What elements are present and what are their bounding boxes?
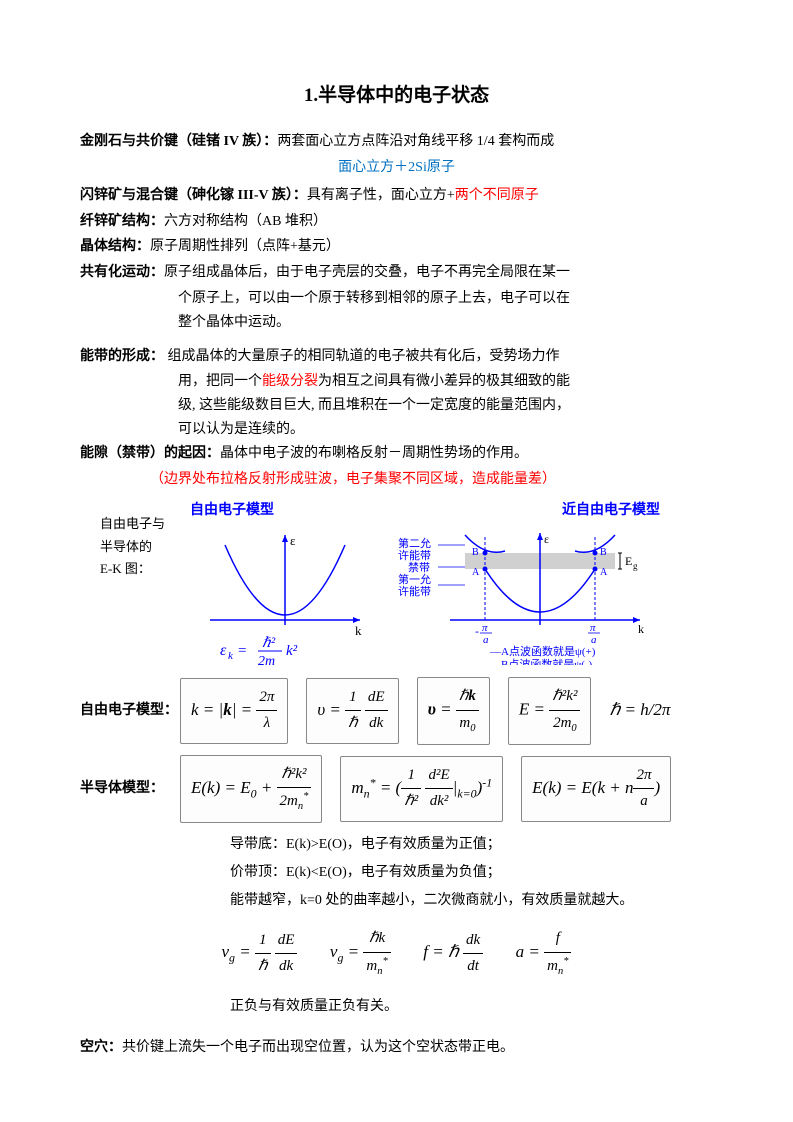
zincblende-red: 两个不同原子	[455, 188, 539, 203]
sharing-entry: 共有化运动：原子组成晶体后，由于电子壳层的交叠，电子不再完全局限在某一	[80, 261, 713, 285]
zincblende-entry: 闪锌矿与混合键（砷化镓 III-V 族）：具有离子性，面心立方+两个不同原子	[80, 184, 713, 208]
ek-side-label: 自由电子与 半导体的 E-K 图：	[80, 499, 190, 579]
cf3: f = ℏ dkdt	[423, 942, 483, 961]
svg-text:—A点波函数就是ψ(+): —A点波函数就是ψ(+)	[489, 644, 596, 658]
free-f1: k = |k| = 2πλ	[180, 678, 288, 744]
center-formulas: vg = 1ℏ dEdk vg = ℏkmn* f = ℏ dkdt a = f…	[80, 926, 713, 980]
svg-text:k: k	[228, 650, 234, 662]
diamond-entry: 金刚石与共价键（硅锗 IV 族）：两套面心立方点阵沿对角线平移 1/4 套构而成	[80, 130, 713, 154]
semi-f2: mn* = (1ℏ² d²Edk²|k=0)-1	[340, 756, 503, 822]
free-f4: E = ℏ²k²2m0	[508, 677, 592, 744]
cf1: vg = 1ℏ dEdk	[222, 942, 298, 961]
ek-diagram-section: 自由电子与 半导体的 E-K 图： 自由电子模型 ε k ε k = ℏ² 2m…	[80, 499, 713, 665]
svg-text:第一允: 第一允	[398, 572, 431, 586]
cf2: vg = ℏkmn*	[330, 942, 391, 961]
ek-label-1: 自由电子与	[100, 513, 190, 535]
svg-text:许能带: 许能带	[398, 548, 431, 562]
zincblende-text: 具有离子性，面心立方+	[307, 188, 455, 203]
semi-model-label: 半导体模型：	[80, 777, 180, 801]
diamond-label: 金刚石与共价键（硅锗 IV 族）：	[80, 134, 277, 149]
gap-entry: 能隙（禁带）的起因：晶体中电子波的布喇格反射－周期性势场的作用。	[80, 442, 713, 466]
semi-note1: 导带底：E(k)>E(O)，电子有效质量为正值；	[80, 833, 713, 857]
nearly-free-diagram: 近自由电子模型 ε k 第二允 许能带 禁带	[390, 499, 670, 665]
svg-text:禁带: 禁带	[408, 561, 430, 574]
semi-note3: 能带越窄，k=0 处的曲率越小，二次微商就小，有效质量就越大。	[80, 889, 713, 913]
svg-text:2m: 2m	[258, 654, 275, 665]
semi-note2: 价带顶：E(k)<E(O)，电子有效质量为负值；	[80, 861, 713, 885]
svg-text:a: a	[483, 634, 489, 646]
blue-note: 面心立方＋2Si原子	[80, 156, 713, 180]
free-diagram-title: 自由电子模型	[190, 499, 370, 523]
wurtzite-text: 六方对称结构（AB 堆积）	[164, 214, 327, 229]
svg-text:g: g	[633, 561, 638, 571]
crystal-label: 晶体结构：	[80, 239, 150, 254]
page-title: 1.半导体中的电子状态	[80, 80, 713, 112]
svg-text:ε: ε	[544, 532, 549, 546]
svg-text:ℏ²: ℏ²	[262, 636, 276, 651]
free-f5: ℏ = h/2π	[609, 696, 670, 725]
nearly-free-title: 近自由电子模型	[390, 499, 670, 523]
wurtzite-label: 纤锌矿结构：	[80, 214, 164, 229]
free-electron-diagram: 自由电子模型 ε k ε k = ℏ² 2m k²	[190, 499, 370, 665]
sharing-text-line1: 原子组成晶体后，由于电子壳层的交叠，电子不再完全局限在某一	[164, 265, 570, 280]
sharing-line3: 整个晶体中运动。	[80, 311, 713, 335]
nearly-free-svg: ε k 第二允 许能带 禁带 第一允 许能带 B A B A E g -	[390, 525, 670, 665]
svg-text:k: k	[355, 623, 362, 638]
svg-text:-: -	[475, 624, 479, 638]
hole-entry: 空穴：共价键上流失一个电子而出现空位置，认为这个空状态带正电。	[80, 1036, 713, 1060]
diamond-text: 两套面心立方点阵沿对角线平移 1/4 套构而成	[277, 134, 554, 149]
ek-label-2: 半导体的	[100, 536, 190, 558]
svg-text:π: π	[590, 622, 596, 634]
semi-f1: E(k) = E0 + ℏ²k²2mn*	[180, 755, 322, 823]
semi-f3: E(k) = E(k + n2πa)	[521, 756, 671, 822]
hole-text: 共价键上流失一个电子而出现空位置，认为这个空状态带正电。	[122, 1040, 514, 1055]
cf4: a = fmn*	[516, 942, 572, 961]
svg-text:A: A	[472, 567, 480, 578]
free-f2: υ = 1ℏ dEdk	[306, 678, 398, 744]
gap-label: 能隙（禁带）的起因：	[80, 446, 220, 461]
free-f3: υ = ℏkm0	[417, 677, 490, 744]
sharing-label: 共有化运动：	[80, 265, 164, 280]
svg-text:=: =	[238, 643, 246, 659]
band-red: 能级分裂	[262, 374, 318, 389]
band-text-line1: 组成晶体的大量原子的相同轨道的电子被共有化后，受势场力作	[168, 349, 560, 364]
gap-text: 晶体中电子波的布喇格反射－周期性势场的作用。	[220, 446, 528, 461]
svg-text:B: B	[600, 547, 607, 558]
crystal-entry: 晶体结构：原子周期性排列（点阵+基元）	[80, 235, 713, 259]
crystal-text: 原子周期性排列（点阵+基元）	[150, 239, 340, 254]
svg-text:a: a	[591, 634, 597, 646]
svg-text:B: B	[472, 547, 479, 558]
band-line3: 级, 这些能级数目巨大, 而且堆积在一个一定宽度的能量范围内，	[80, 394, 713, 418]
free-model-row: 自由电子模型： k = |k| = 2πλ υ = 1ℏ dEdk υ = ℏk…	[80, 677, 713, 744]
free-electron-svg: ε k ε k = ℏ² 2m k²	[190, 525, 370, 665]
sharing-line2: 个原子上，可以由一个原于转移到相邻的原子上去，电子可以在	[80, 287, 713, 311]
svg-text:E: E	[625, 554, 632, 568]
free-model-label: 自由电子模型：	[80, 699, 180, 723]
svg-text:k: k	[638, 622, 644, 636]
band-entry: 能带的形成： 组成晶体的大量原子的相同轨道的电子被共有化后，受势场力作	[80, 345, 713, 369]
gap-red-note: （边界处布拉格反射形成驻波，电子集聚不同区域，造成能量差）	[80, 468, 713, 492]
final-note: 正负与有效质量正负有关。	[80, 995, 713, 1019]
ek-label-3: E-K 图：	[100, 558, 190, 580]
band-label: 能带的形成：	[80, 349, 164, 364]
svg-text:π: π	[482, 622, 488, 634]
svg-text:ε: ε	[220, 642, 227, 659]
hole-label: 空穴：	[80, 1040, 122, 1055]
svg-text:A: A	[600, 567, 608, 578]
band-line4: 可以认为是连续的。	[80, 418, 713, 442]
svg-text:k²: k²	[286, 643, 298, 659]
svg-text:ε: ε	[290, 533, 296, 548]
svg-text:许能带: 许能带	[398, 584, 431, 598]
band-line2: 用，把同一个能级分裂为相互之间具有微小差异的极其细致的能	[80, 370, 713, 394]
svg-text:—B点波函数就是ψ(-): —B点波函数就是ψ(-)	[489, 657, 593, 665]
svg-text:第二允: 第二允	[398, 536, 431, 550]
semi-model-row: 半导体模型： E(k) = E0 + ℏ²k²2mn* mn* = (1ℏ² d…	[80, 755, 713, 823]
wurtzite-entry: 纤锌矿结构：六方对称结构（AB 堆积）	[80, 210, 713, 234]
zincblende-label: 闪锌矿与混合键（砷化镓 III-V 族）：	[80, 188, 307, 203]
